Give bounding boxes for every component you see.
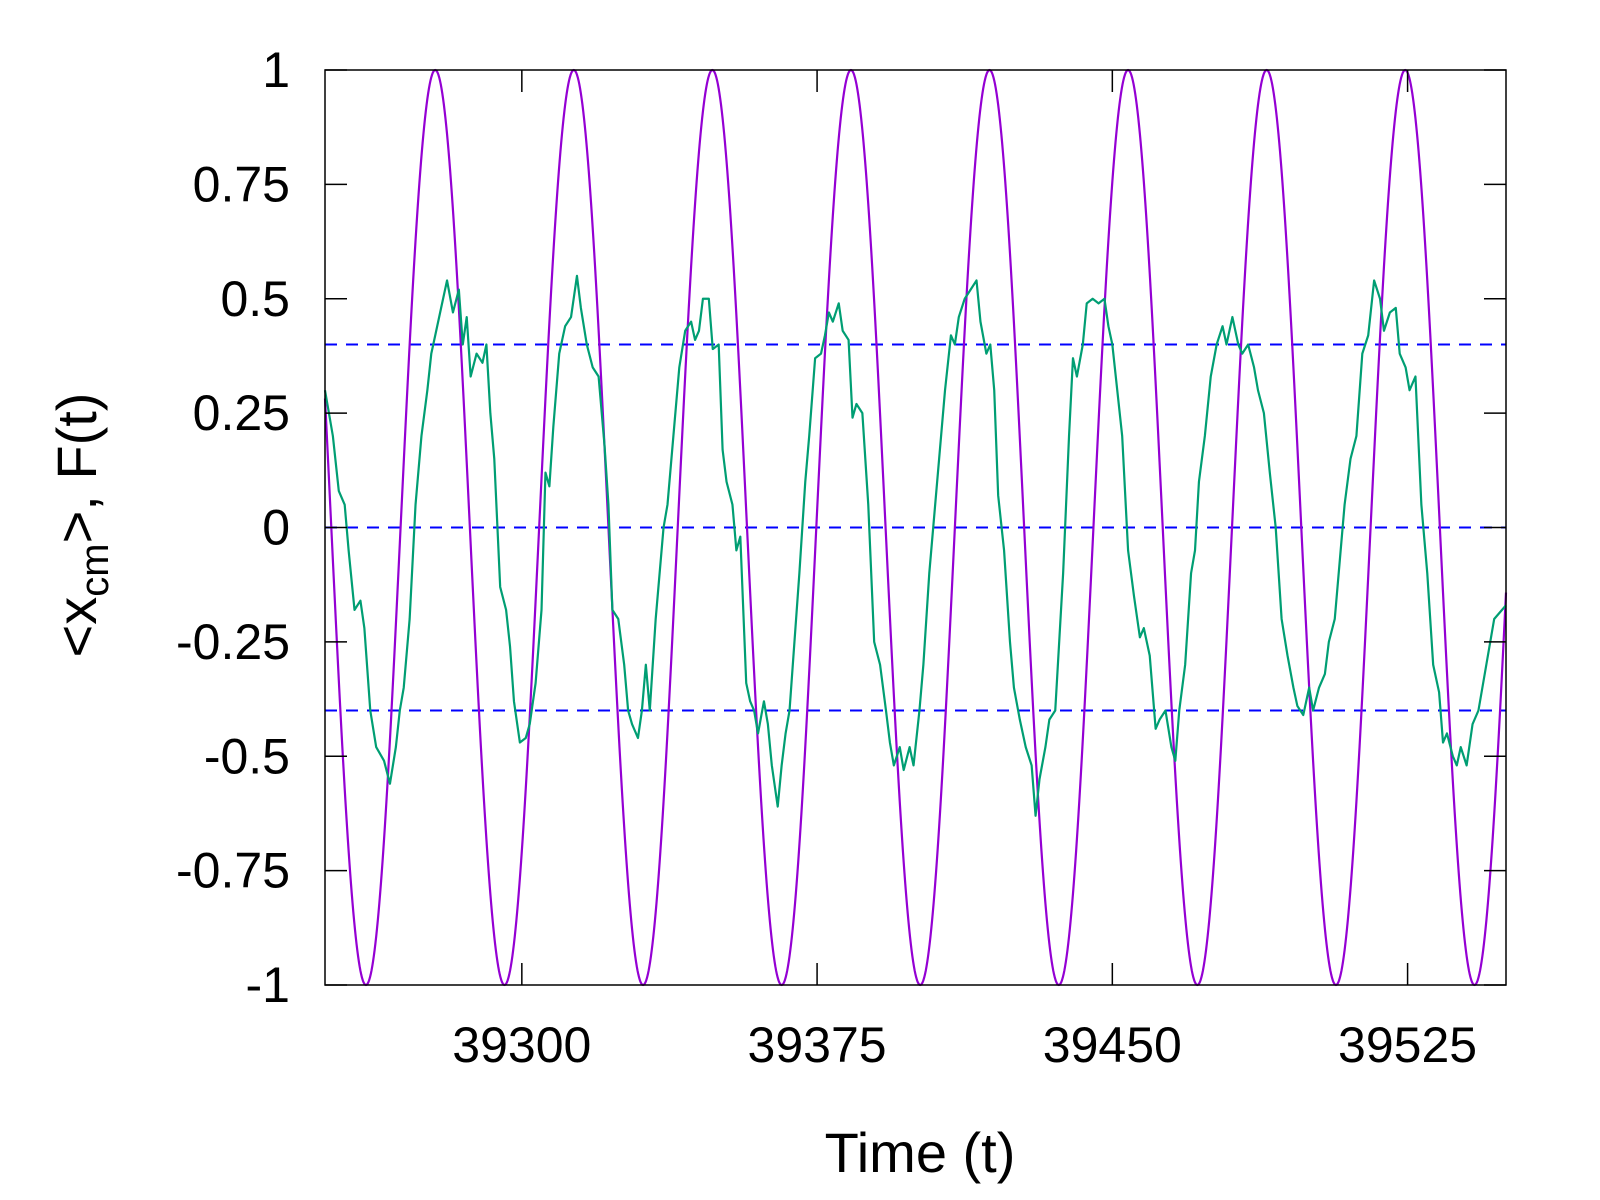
y-tick-label: -0.25 (176, 614, 290, 670)
y-tick-label: -0.75 (176, 843, 290, 899)
reference-lines (325, 343, 1506, 712)
x-tick-label: 39525 (1338, 1017, 1477, 1073)
x-tick-labels: 39300 39375 39450 39525 (452, 1017, 1477, 1073)
y-tick-label: 0.75 (193, 156, 290, 212)
y-axis-title: <xcm>, F(t) (45, 393, 117, 658)
y-axis-title-suffix: >, F(t) (45, 393, 108, 544)
y-tick-label: -1 (246, 957, 290, 1013)
axis-ticks (325, 69, 1506, 986)
x-tick-label: 39300 (452, 1017, 591, 1073)
y-tick-label: 0 (262, 500, 290, 556)
series-line-response (323, 274, 1507, 817)
y-axis-title-prefix: <x (45, 597, 108, 658)
y-tick-label: 0.25 (193, 385, 290, 441)
y-tick-label: 0.5 (220, 271, 290, 327)
y-tick-labels: 1 0.75 0.5 0.25 0 -0.25 -0.5 -0.75 -1 (176, 42, 290, 1013)
x-axis-title: Time (t) (825, 1121, 1016, 1184)
y-tick-label: -0.5 (204, 728, 290, 784)
y-tick-label: 1 (262, 42, 290, 98)
y-axis-title-subscript: cm (73, 543, 117, 596)
x-tick-label: 39450 (1043, 1017, 1182, 1073)
data-series (323, 68, 1508, 987)
x-tick-label: 39375 (748, 1017, 887, 1073)
